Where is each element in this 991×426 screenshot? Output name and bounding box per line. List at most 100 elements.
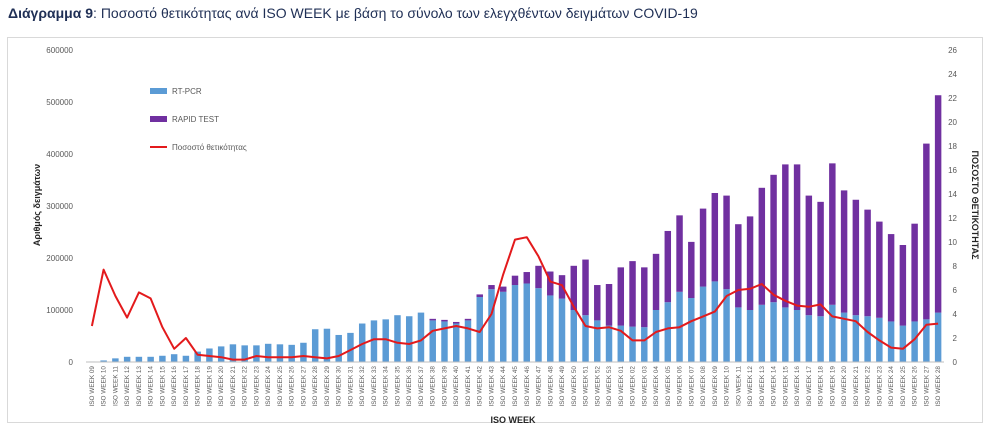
- x-tick-label: ISO WEEK 20: [218, 366, 225, 407]
- x-tick-label: ISO WEEK 22: [242, 366, 249, 407]
- bar-rapid-test: [688, 241, 695, 299]
- x-tick-label: ISO WEEK 39: [441, 366, 448, 407]
- bar-rapid-test: [770, 174, 777, 303]
- y-tick-label: 500000: [46, 98, 73, 107]
- x-tick-label: ISO WEEK 27: [300, 366, 307, 407]
- y2-tick-label: 14: [948, 190, 957, 199]
- x-tick-label: ISO WEEK 21: [853, 366, 860, 407]
- bar-rtpcr: [229, 344, 237, 362]
- x-tick-label: ISO WEEK 52: [594, 366, 601, 407]
- bar-rapid-test: [523, 272, 530, 284]
- bar-rtpcr: [264, 343, 272, 362]
- x-tick-label: ISO WEEK 25: [900, 366, 907, 407]
- bar-rtpcr: [382, 319, 389, 362]
- bar-rtpcr: [100, 360, 107, 362]
- x-tick-label: ISO WEEK 10: [724, 366, 731, 407]
- bar-rtpcr: [735, 307, 742, 362]
- x-axis-ticks: ISO WEEK 09 ISO WEEK 10 ISO WEEK 11 ISO WEE…: [89, 366, 942, 407]
- y-tick-label: 200000: [46, 254, 73, 263]
- bar-rtpcr: [688, 298, 695, 362]
- bar-rtpcr: [123, 356, 131, 362]
- bar-rapid-test: [617, 267, 625, 326]
- bar-rapid-test: [723, 195, 730, 290]
- figure-number: Διάγραμμα 9: [8, 5, 94, 21]
- bar-rapid-test: [840, 190, 848, 313]
- x-tick-label: ISO WEEK 37: [418, 366, 425, 407]
- x-tick-label: ISO WEEK 06: [677, 366, 684, 407]
- bar-rtpcr: [370, 320, 378, 362]
- x-tick-label: ISO WEEK 44: [500, 366, 507, 407]
- bar-rapid-test: [582, 259, 589, 316]
- bar-rtpcr: [887, 321, 895, 362]
- x-tick-label: ISO WEEK 41: [465, 366, 472, 407]
- x-tick-label: ISO WEEK 25: [277, 366, 284, 407]
- x-tick-label: ISO WEEK 24: [888, 366, 895, 407]
- x-tick-label: ISO WEEK 33: [371, 366, 378, 407]
- x-tick-label: ISO WEEK 13: [759, 366, 766, 407]
- y2-tick-label: 10: [948, 238, 957, 247]
- x-tick-label: ISO WEEK 48: [547, 366, 554, 407]
- x-tick-label: ISO WEEK 13: [136, 366, 143, 407]
- x-tick-label: ISO WEEK 05: [665, 366, 672, 407]
- bar-rapid-test: [476, 294, 483, 297]
- x-tick-label: ISO WEEK 40: [453, 366, 460, 407]
- bar-rtpcr: [147, 356, 154, 362]
- bar-rapid-test: [429, 318, 436, 321]
- bar-rtpcr: [746, 310, 754, 362]
- bar-rtpcr: [358, 323, 366, 362]
- x-tick-label: ISO WEEK 36: [406, 366, 413, 407]
- x-tick-label: ISO WEEK 22: [865, 366, 872, 407]
- y2-tick-label: 16: [948, 166, 957, 175]
- legend: RT-PCR RAPID TEST Ποσοστό θετικότητας: [150, 87, 247, 152]
- x-tick-label: ISO WEEK 09: [89, 366, 96, 407]
- bar-rtpcr: [594, 320, 601, 362]
- bar-rtpcr: [605, 325, 613, 362]
- bar-rtpcr: [217, 346, 225, 362]
- x-tick-label: ISO WEEK 14: [148, 366, 155, 407]
- x-tick-label: ISO WEEK 43: [488, 366, 495, 407]
- bar-rtpcr: [335, 334, 342, 362]
- x-tick-label: ISO WEEK 04: [653, 366, 660, 407]
- x-tick-label: ISO WEEK 46: [524, 366, 531, 407]
- x-tick-label: ISO WEEK 47: [536, 366, 543, 407]
- bar-rtpcr: [500, 291, 507, 362]
- bar-rtpcr: [652, 310, 660, 362]
- bar-rtpcr: [829, 304, 836, 362]
- x-tick-label: ISO WEEK 20: [841, 366, 848, 407]
- y-tick-label: 0: [69, 358, 74, 367]
- y2-tick-label: 20: [948, 118, 957, 127]
- x-tick-label: ISO WEEK 23: [876, 366, 883, 407]
- bar-rapid-test: [664, 230, 672, 303]
- bar-layer: [88, 95, 942, 362]
- bar-rtpcr: [535, 288, 542, 362]
- bar-rtpcr: [570, 310, 577, 362]
- bar-rtpcr: [288, 344, 295, 362]
- x-tick-label: ISO WEEK 18: [195, 366, 202, 407]
- bar-rapid-test: [782, 164, 789, 308]
- bar-rapid-test: [488, 285, 495, 290]
- bar-rtpcr: [629, 326, 636, 362]
- y2-tick-label: 24: [948, 70, 957, 79]
- bar-rapid-test: [876, 221, 883, 318]
- y2-tick-label: 0: [953, 358, 958, 367]
- x-tick-label: ISO WEEK 29: [324, 366, 331, 407]
- bar-rtpcr: [770, 302, 777, 362]
- x-tick-label: ISO WEEK 19: [829, 366, 836, 407]
- y-tick-label: 300000: [46, 202, 73, 211]
- x-tick-label: ISO WEEK 34: [383, 366, 390, 407]
- y2-tick-label: 4: [953, 310, 958, 319]
- bar-rapid-test: [594, 285, 601, 321]
- x-tick-label: ISO WEEK 31: [347, 366, 354, 407]
- bar-rapid-test: [829, 163, 836, 305]
- bar-rtpcr: [511, 285, 519, 362]
- x-tick-label: ISO WEEK 53: [606, 366, 613, 407]
- x-tick-label: ISO WEEK 09: [712, 366, 719, 407]
- bar-rapid-test: [793, 164, 801, 310]
- y2-tick-label: 6: [953, 286, 958, 295]
- bar-rapid-test: [817, 201, 824, 317]
- bar-rtpcr: [641, 327, 648, 362]
- bar-rtpcr: [840, 312, 848, 362]
- left-axis-ticks: 0 100000 200000 300000 400000 500000 600000: [46, 46, 73, 367]
- bar-rtpcr: [276, 344, 284, 362]
